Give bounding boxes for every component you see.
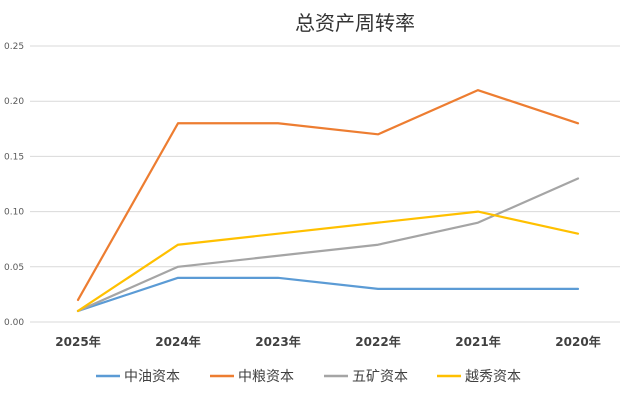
- chart-title: 总资产周转率: [295, 11, 415, 35]
- x-tick-label: 2021年: [455, 334, 500, 349]
- legend-label: 中粮资本: [238, 369, 294, 385]
- series-lines: [76, 89, 580, 313]
- x-tick-label: 2022年: [355, 334, 400, 349]
- y-tick-label: 0.05: [4, 263, 24, 273]
- legend-label: 五矿资本: [352, 369, 408, 385]
- y-tick-label: 0.25: [4, 42, 24, 52]
- y-tick-label: 0.00: [4, 318, 24, 328]
- x-tick-label: 2025年: [55, 334, 100, 349]
- x-tick-label: 2020年: [555, 334, 600, 349]
- legend-label: 中油资本: [124, 369, 180, 385]
- series-line-3: [76, 210, 580, 313]
- legend: 中油资本 中粮资本 五矿资本 越秀资本: [96, 369, 521, 385]
- series-line-0: [76, 276, 580, 313]
- x-tick-label: 2024年: [155, 334, 200, 349]
- series-line-1: [76, 89, 580, 302]
- x-tick-label: 2023年: [255, 334, 300, 349]
- y-tick-label: 0.15: [4, 152, 24, 162]
- y-tick-label: 0.10: [4, 208, 24, 218]
- y-tick-label: 0.20: [4, 97, 24, 107]
- legend-label: 越秀资本: [465, 369, 521, 385]
- series-line-2: [76, 177, 580, 313]
- gridlines: [30, 45, 620, 323]
- y-axis-ticks: 0.00 0.05 0.10 0.15 0.20 0.25: [4, 42, 24, 328]
- x-axis-ticks: 2025年 2024年 2023年 2022年 2021年 2020年: [55, 334, 600, 349]
